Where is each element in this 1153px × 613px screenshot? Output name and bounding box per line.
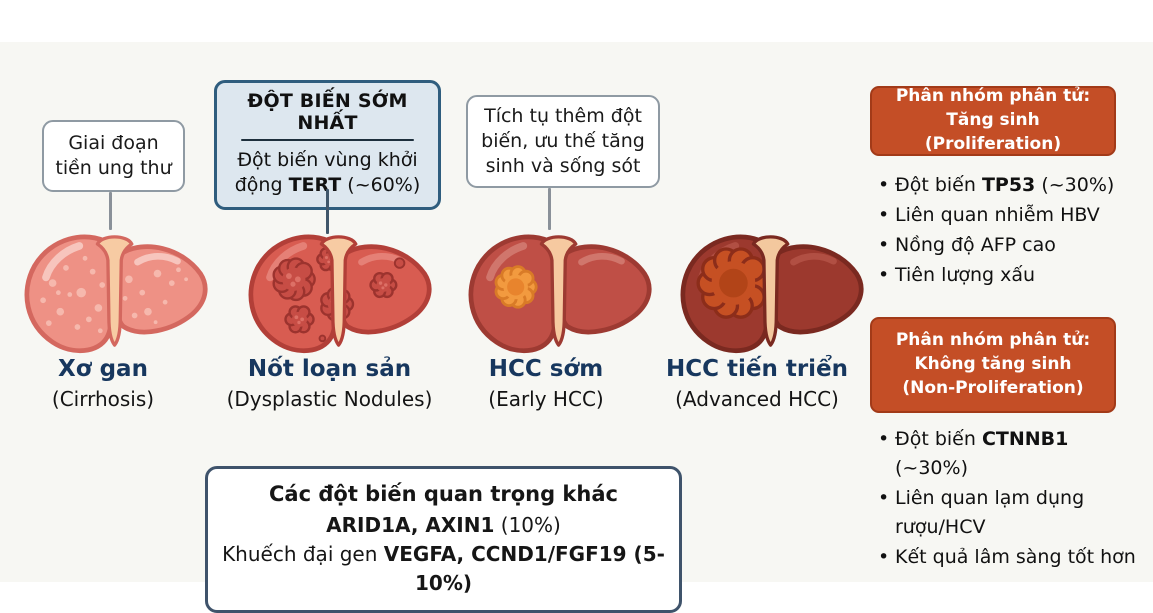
bullet-item: Kết quả lâm sàng tốt hơn bbox=[874, 543, 1142, 572]
diagram-canvas: { "canvas": {"background": "#ffffff", "b… bbox=[0, 0, 1153, 591]
liver-illustration-advanced-hcc bbox=[680, 234, 864, 354]
bullet-item: Tiên lượng xấu bbox=[874, 261, 1142, 290]
callout-earliest-divider bbox=[241, 139, 414, 141]
callout-precancer-text: Giai đoạn tiền ung thư bbox=[55, 131, 172, 179]
connector-line-accumulation bbox=[548, 188, 551, 230]
callout-earliest-body: Đột biến vùng khởi động TERT (~60%) bbox=[234, 149, 421, 196]
stage-title: HCC sớm bbox=[488, 356, 604, 382]
callout-earliest-title: ĐỘT BIẾN SỚM NHẤT bbox=[247, 90, 408, 134]
bullet-item: Đột biến TP53 (~30%) bbox=[874, 171, 1142, 200]
stage-label-dysplastic-nodules: Nốt loạn sản (Dysplastic Nodules) bbox=[212, 356, 447, 411]
panel-header-proliferation: Phân nhóm phân tử: Tăng sinh (Proliferat… bbox=[870, 86, 1116, 156]
bullet-item: Nồng độ AFP cao bbox=[874, 231, 1142, 260]
panel-header-line: Phân nhóm phân tử: bbox=[895, 86, 1091, 107]
other-mutations-title: Các đột biến quan trọng khác bbox=[269, 482, 618, 506]
liver-illustration-early-hcc bbox=[468, 234, 652, 354]
callout-earliest-mutation: ĐỘT BIẾN SỚM NHẤT Đột biến vùng khởi động… bbox=[214, 80, 441, 211]
callout-mutation-accumulation: Tích tụ thêm đột biến, ưu thế tăng sinh … bbox=[466, 95, 660, 188]
stage-label-early-hcc: HCC sớm (Early HCC) bbox=[450, 356, 642, 411]
bullet-item: Đột biến CTNNB1 (~30%) bbox=[874, 425, 1142, 483]
stage-subtitle: (Advanced HCC) bbox=[675, 386, 839, 411]
bullet-item: Liên quan nhiễm HBV bbox=[874, 201, 1142, 230]
stage-subtitle: (Early HCC) bbox=[488, 386, 604, 411]
stage-subtitle: (Dysplastic Nodules) bbox=[226, 386, 433, 411]
panel-header-line: Không tăng sinh bbox=[914, 354, 1072, 375]
callout-accumulation-text: Tích tụ thêm đột biến, ưu thế tăng sinh … bbox=[481, 104, 645, 178]
other-mutations-line: Khuếch đại gen VEGFA, CCND1/FGF19 (5-10%… bbox=[222, 541, 665, 595]
panel-header-line: (Non-Proliferation) bbox=[902, 377, 1084, 398]
stage-title: HCC tiến triển bbox=[665, 356, 849, 382]
callout-precancer-stage: Giai đoạn tiền ung thư bbox=[42, 120, 185, 192]
stage-title: Nốt loạn sản bbox=[247, 356, 412, 382]
connector-line-precancer bbox=[109, 192, 112, 230]
liver-illustration-dysplastic-nodules bbox=[248, 234, 432, 354]
stage-label-advanced-hcc: HCC tiến triển (Advanced HCC) bbox=[648, 356, 866, 411]
stage-subtitle: (Cirrhosis) bbox=[51, 386, 155, 411]
stage-title: Xơ gan bbox=[58, 356, 148, 382]
liver-illustration-cirrhosis bbox=[24, 234, 208, 354]
panel-header-line: Tăng sinh (Proliferation) bbox=[924, 110, 1062, 154]
panel-bullets-proliferation: Đột biến TP53 (~30%) Liên quan nhiễm HBV… bbox=[874, 171, 1142, 291]
bullet-item: Liên quan lạm dụng rượu/HCV bbox=[874, 484, 1142, 542]
panel-header-line: Phân nhóm phân tử: bbox=[895, 330, 1091, 351]
other-mutations-line: ARID1A, AXIN1 (10%) bbox=[326, 512, 561, 537]
connector-line-earliest-mutation bbox=[326, 189, 329, 234]
stage-label-cirrhosis: Xơ gan (Cirrhosis) bbox=[8, 356, 198, 411]
panel-header-non-proliferation: Phân nhóm phân tử: Không tăng sinh (Non-… bbox=[870, 317, 1116, 413]
panel-bullets-non-proliferation: Đột biến CTNNB1 (~30%) Liên quan lạm dụn… bbox=[874, 425, 1142, 572]
